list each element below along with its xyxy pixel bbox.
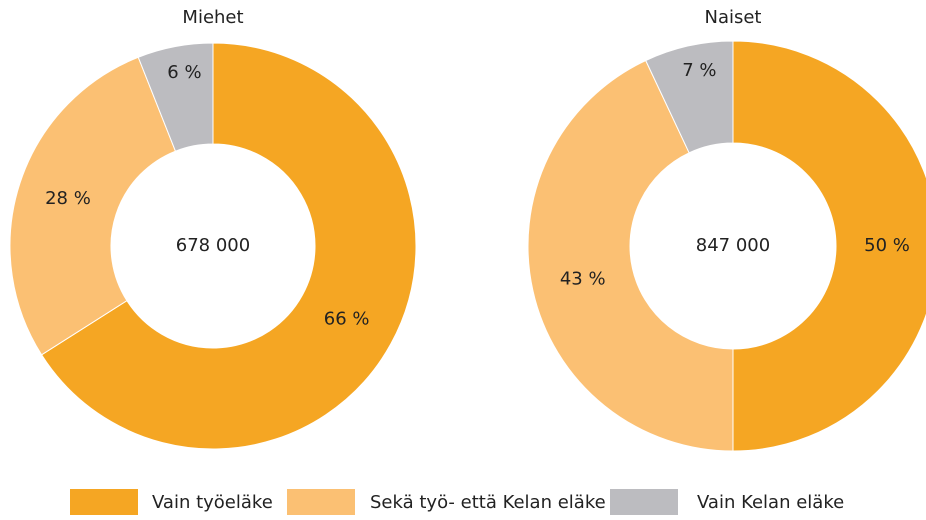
chart-title: Miehet bbox=[182, 7, 243, 28]
legend-label: Sekä työ- että Kelan eläke bbox=[370, 492, 606, 513]
donut-slice bbox=[40, 42, 417, 450]
donut-slice bbox=[137, 42, 214, 152]
legend-swatch bbox=[70, 489, 138, 515]
donut-slice bbox=[645, 40, 734, 154]
donut-slice bbox=[732, 40, 926, 452]
slice-label: 66 % bbox=[324, 308, 370, 329]
chart-title: Naiset bbox=[704, 7, 761, 28]
center-label: 847 000 bbox=[696, 235, 770, 256]
legend-swatch bbox=[610, 489, 678, 515]
donut-slice bbox=[9, 56, 177, 356]
slice-label: 7 % bbox=[682, 60, 716, 81]
legend-label: Vain työeläke bbox=[152, 492, 273, 513]
legend-swatch bbox=[287, 489, 355, 515]
slice-label: 28 % bbox=[45, 188, 91, 209]
center-label: 678 000 bbox=[176, 235, 250, 256]
slice-label: 6 % bbox=[167, 62, 201, 83]
legend-label: Vain Kelan eläke bbox=[697, 492, 844, 513]
donut-slice bbox=[527, 59, 734, 452]
slice-label: 43 % bbox=[560, 269, 606, 290]
slice-label: 50 % bbox=[864, 235, 910, 256]
